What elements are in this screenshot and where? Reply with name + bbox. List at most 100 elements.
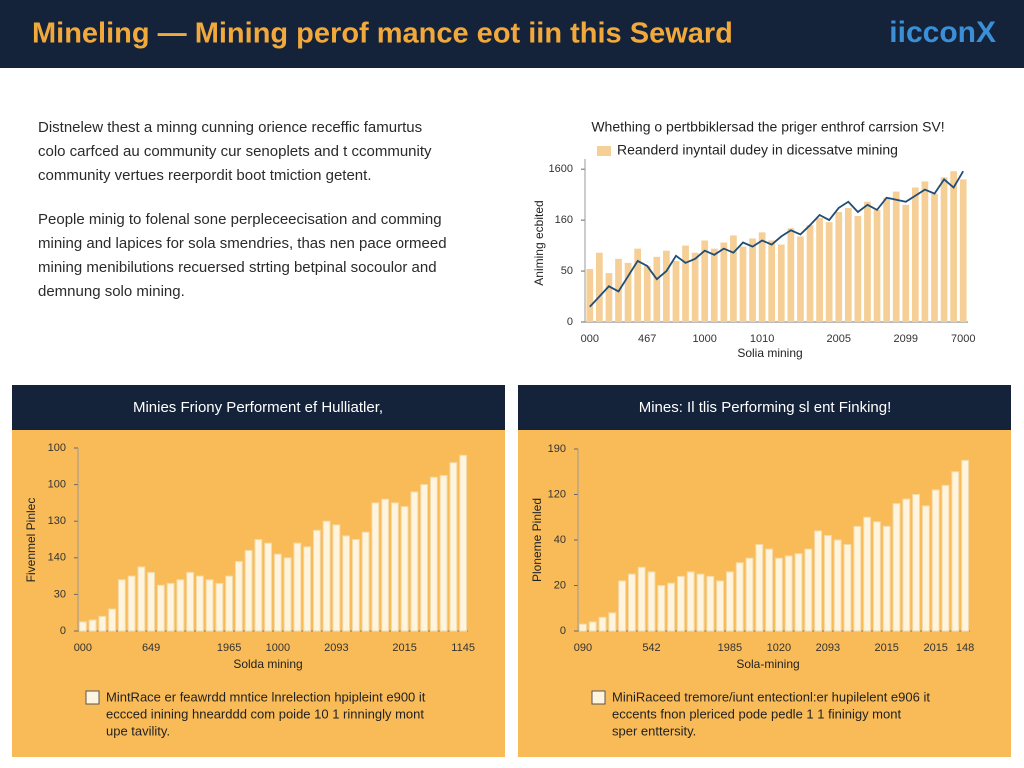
bar (777, 244, 785, 322)
bar (758, 232, 766, 322)
bar (794, 553, 803, 632)
y-tick-label: 100 (48, 442, 66, 454)
bar (303, 546, 312, 632)
x-tick-label: 2005 (826, 333, 850, 345)
bar (806, 225, 814, 322)
bar (720, 242, 728, 322)
intro-line: Distnelew thest a minng cunning orience … (38, 119, 422, 136)
bar (342, 535, 351, 632)
bar (843, 544, 852, 632)
bar (578, 623, 587, 632)
bar (730, 235, 737, 322)
bar (439, 474, 448, 632)
x-tick-label: 649 (142, 642, 160, 654)
y-axis-label: Fivenmel Pinlec (24, 498, 38, 583)
bar (931, 489, 940, 632)
bar (725, 571, 734, 632)
bar (951, 471, 960, 632)
bar (449, 462, 458, 632)
bar (351, 539, 360, 632)
bar (912, 494, 921, 632)
bar (941, 484, 950, 632)
y-tick-label: 50 (561, 265, 573, 277)
x-tick-label: 1020 (767, 642, 791, 654)
bar (825, 222, 833, 322)
bar (205, 579, 214, 632)
x-tick-label: 7000 (951, 333, 975, 345)
bar (663, 250, 670, 322)
header-title: Mineling — Mining perof mance eot iin th… (32, 18, 733, 50)
x-tick-label: 000 (74, 642, 92, 654)
bar (459, 454, 468, 632)
intro-line: mining menibilutions recuersed strting b… (38, 259, 437, 276)
bar (892, 191, 900, 322)
bar (643, 265, 651, 322)
bar (653, 256, 661, 322)
bar (959, 179, 967, 322)
bar (864, 201, 871, 322)
legend-label: Reanderd inyntail dudey in dicessatve mi… (617, 142, 898, 158)
bar (816, 218, 823, 322)
bar (293, 542, 302, 632)
bar (739, 246, 747, 322)
bar (429, 476, 438, 632)
bar (273, 553, 282, 632)
bar (902, 498, 911, 632)
x-tick-label: 2015 (392, 642, 416, 654)
bar (264, 542, 273, 632)
bar (108, 608, 117, 632)
intro-line: People minig to folenal sone perpleceeci… (38, 211, 442, 228)
bar (647, 571, 656, 632)
bar (735, 562, 744, 632)
bar (853, 525, 862, 632)
bar (624, 262, 632, 322)
bar (88, 619, 97, 632)
bar (854, 216, 862, 322)
bar (745, 557, 754, 632)
y-axis-label: Ploneme Pinled (530, 498, 544, 582)
x-tick-label: 1000 (266, 642, 290, 654)
caption-line: MintRace er feawrdd mntice lnrelection h… (106, 689, 426, 704)
bar (701, 240, 709, 322)
bar (637, 566, 646, 632)
bar (844, 207, 852, 322)
x-tick-label: 542 (642, 642, 660, 654)
bar (420, 484, 429, 632)
bar (588, 621, 597, 632)
bar (961, 459, 970, 632)
logo: iicconX (889, 16, 996, 49)
y-tick-label: 140 (48, 552, 66, 564)
x-tick-label: 2093 (816, 642, 840, 654)
bar (410, 491, 419, 632)
bar (234, 560, 243, 632)
chart-title: Minies Friony Performent ef Hulliatler, (133, 399, 383, 416)
bar (98, 615, 107, 632)
y-tick-label: 1600 (549, 163, 573, 175)
bar (137, 566, 146, 632)
bar (931, 193, 938, 322)
x-tick-label: 1000 (692, 333, 716, 345)
x-axis-label: Solda mining (233, 657, 302, 671)
y-tick-label: 40 (554, 534, 566, 546)
y-tick-label: 0 (560, 625, 566, 637)
bar (873, 209, 881, 322)
bar (892, 503, 901, 632)
bar (176, 579, 185, 632)
bar (605, 273, 613, 322)
bar (608, 612, 617, 632)
bar (696, 573, 705, 632)
bar (921, 181, 929, 322)
bar (381, 498, 390, 632)
intro-line: mining and lapices for sola smendries, t… (38, 235, 447, 252)
x-tick-label: 148 (956, 642, 974, 654)
bar (835, 211, 843, 322)
bar (117, 579, 126, 632)
intro-line: community vertues reerpordit boot tmicti… (38, 167, 372, 184)
bar (911, 187, 919, 322)
caption-box (591, 690, 606, 705)
bar (195, 575, 204, 632)
header-bar (0, 0, 1024, 68)
caption-line: sper enttersity. (612, 723, 696, 738)
bar (706, 575, 715, 632)
